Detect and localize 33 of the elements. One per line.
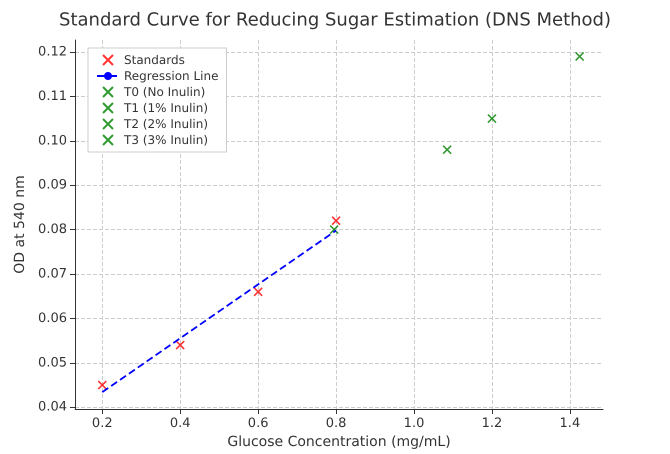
point <box>442 144 452 154</box>
x-tick-label: 0.4 <box>170 416 191 431</box>
y-tick-label: 0.10 <box>38 133 67 148</box>
y-tick-label: 0.09 <box>38 178 67 193</box>
x-tick-label: 1.0 <box>404 416 424 431</box>
y-tick-label: 0.05 <box>38 355 67 370</box>
point <box>487 114 497 124</box>
legend-label: T0 (No Inulin) <box>123 85 206 99</box>
point <box>97 380 108 390</box>
y-tick-label: 0.04 <box>38 400 67 415</box>
point <box>253 286 263 297</box>
y-axis-title: OD at 540 nm <box>12 175 28 274</box>
x-tick-label: 1.2 <box>482 416 502 431</box>
point <box>175 340 186 350</box>
chart-title: Standard Curve for Reducing Sugar Estimation (DNS Method) <box>59 10 611 30</box>
point <box>574 52 584 62</box>
point <box>329 224 339 234</box>
x-tick-label: 0.8 <box>326 416 346 431</box>
y-tick-label: 0.11 <box>38 88 67 104</box>
legend-label: T3 (3% Inulin) <box>123 133 208 147</box>
y-tick-label: 0.12 <box>38 44 67 60</box>
point <box>331 216 341 226</box>
legend-label: T1 (1% Inulin) <box>123 101 208 115</box>
x-tick-label: 1.4 <box>560 416 580 431</box>
y-tick-label: 0.06 <box>38 310 67 326</box>
x-tick-label: 0.2 <box>92 416 113 431</box>
x-tick-label: 0.6 <box>248 416 268 431</box>
legend-label: Regression Line <box>124 69 218 83</box>
y-tick-label: 0.07 <box>38 266 67 282</box>
legend-label: T2 (2% Inulin) <box>123 117 208 131</box>
x-axis-title: Glucose Concentration (mg/mL) <box>227 434 451 450</box>
y-tick-label: 0.08 <box>38 222 67 238</box>
legend-label: Standards <box>124 53 185 67</box>
